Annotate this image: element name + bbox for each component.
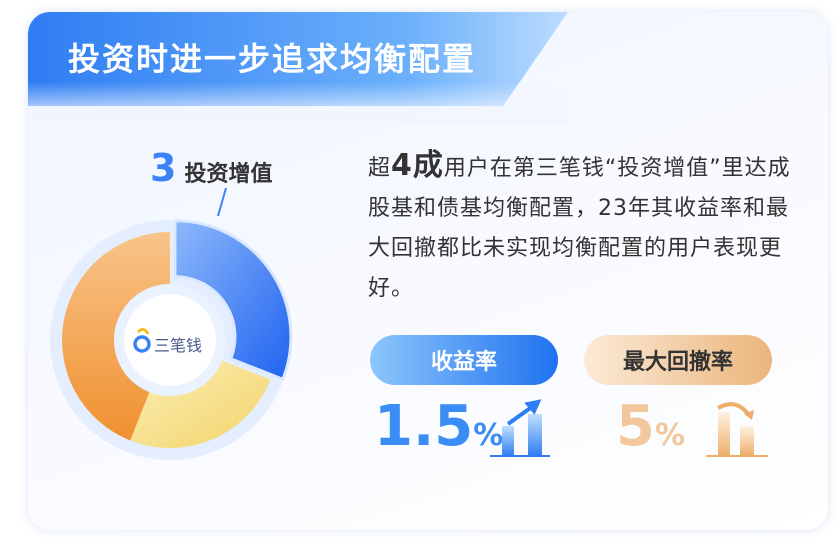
donut-segment-1 xyxy=(130,360,271,448)
logo-icon xyxy=(133,335,151,353)
logo: 三笔钱 xyxy=(133,328,202,355)
logo-text: 三笔钱 xyxy=(154,336,202,355)
metric-value-return: 1.5% xyxy=(374,394,504,459)
leader-line xyxy=(217,187,227,217)
donut-chart: 三笔钱 xyxy=(50,187,293,460)
metric-label-drawdown: 最大回撤率 xyxy=(584,335,772,385)
highlight: 4成 xyxy=(391,148,444,183)
section-label: 投资增值 xyxy=(184,162,273,187)
info-card: 投资时进一步追求均衡配置 3 投资增值 超4成用户在第三笔钱“投资增值”里达成股… xyxy=(28,12,828,530)
donut-segment-0 xyxy=(173,219,293,382)
page-title: 投资时进一步追求均衡配置 xyxy=(68,40,477,78)
section-number: 3 xyxy=(150,146,177,190)
description: 超4成用户在第三笔钱“投资增值”里达成股基和债基均衡配置，23年其收益率和最大回… xyxy=(368,148,791,301)
donut-segment-2 xyxy=(61,232,170,441)
section-heading: 3 投资增值 xyxy=(150,146,272,190)
metric-label-return: 收益率 xyxy=(370,335,558,385)
metric-value-drawdown: 5% xyxy=(616,394,686,459)
trend-down-icon xyxy=(706,402,768,457)
donut-center xyxy=(124,294,216,386)
